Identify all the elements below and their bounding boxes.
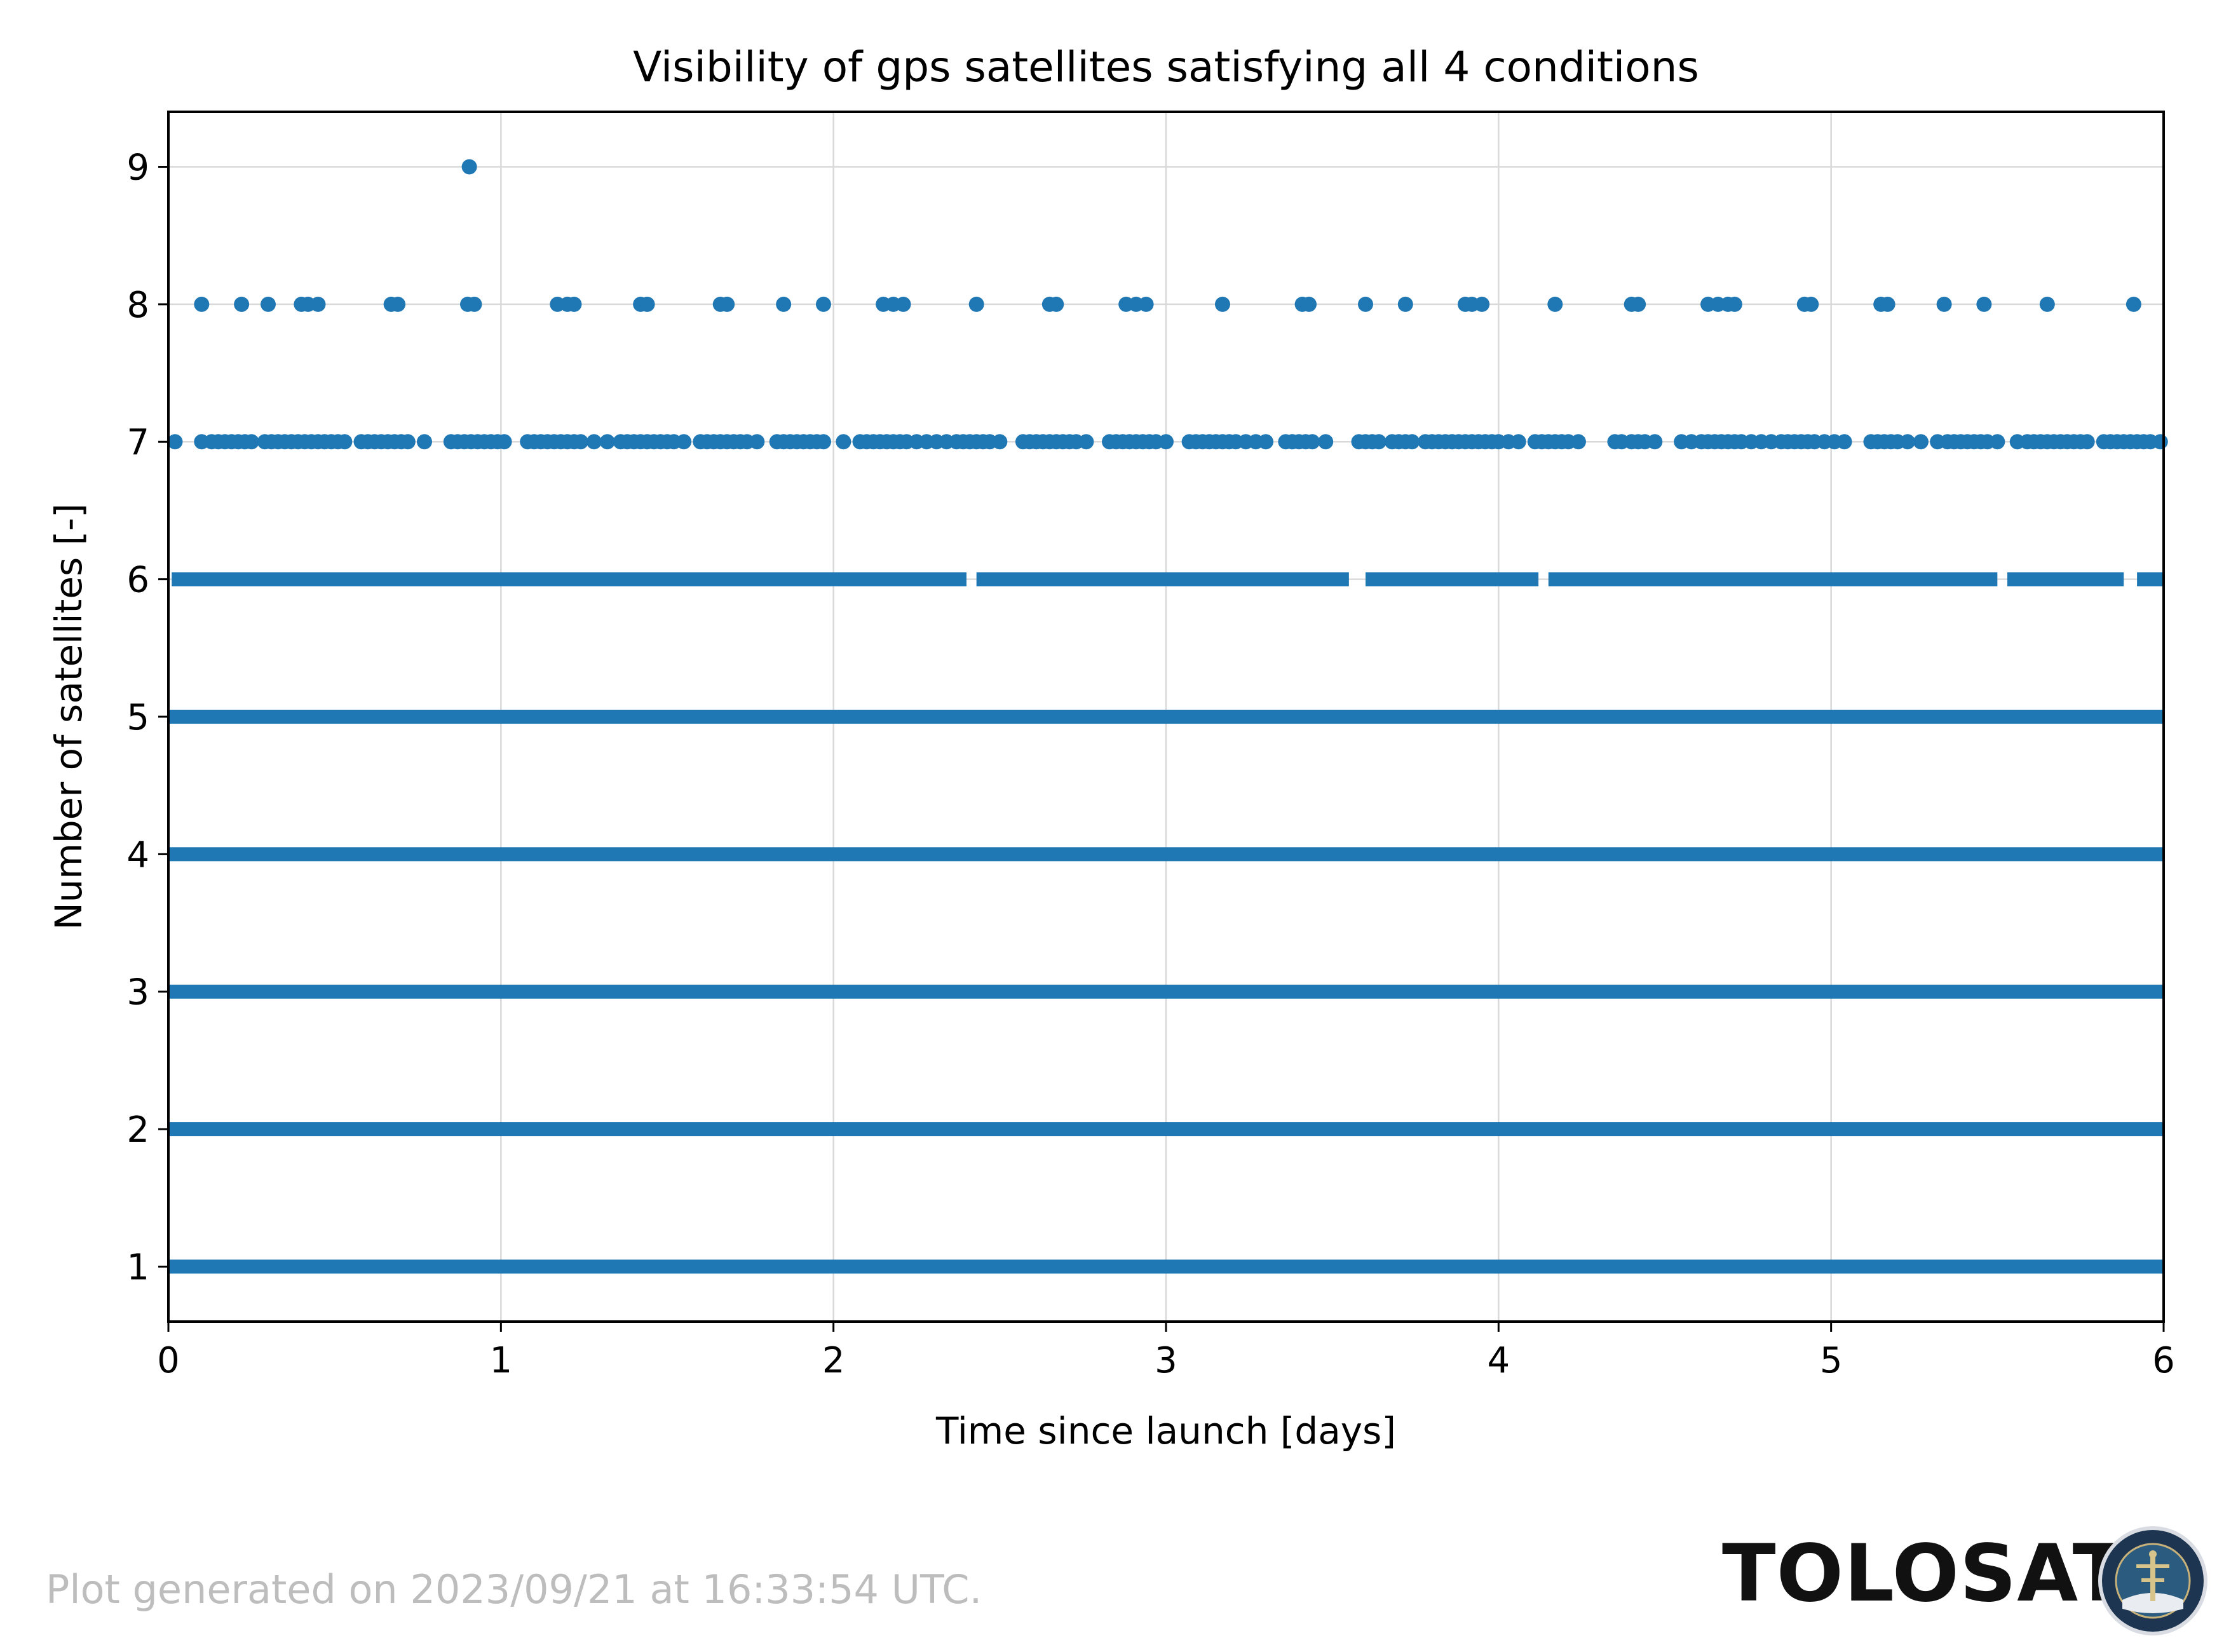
y-tick-label: 2: [126, 1109, 149, 1151]
data-band-level-3: [168, 984, 2164, 999]
data-point-level-8: [1358, 296, 1373, 312]
data-point-level-7: [1404, 434, 1420, 450]
data-point-level-8: [1803, 296, 1819, 312]
data-point-level-7: [1371, 434, 1387, 450]
data-point-level-8: [2039, 296, 2055, 312]
data-point-level-8: [1936, 296, 1952, 312]
data-point-level-8: [566, 296, 582, 312]
data-point-level-7: [1258, 434, 1273, 450]
data-point-level-8: [776, 296, 792, 312]
data-point-level-8: [310, 296, 326, 312]
data-point-level-8: [1726, 296, 1742, 312]
x-tick-label: 4: [1488, 1340, 1510, 1381]
data-band-level-6: [2007, 572, 2124, 586]
data-band-level-6: [976, 572, 1349, 586]
data-point-level-7: [1900, 434, 1916, 450]
x-tick-label: 1: [490, 1340, 513, 1381]
y-tick-label: 5: [126, 697, 149, 738]
data-point-level-8: [1474, 296, 1490, 312]
data-point-level-7: [749, 434, 765, 450]
data-point-level-8: [1397, 296, 1413, 312]
data-point-level-7: [1570, 434, 1586, 450]
data-point-level-8: [1138, 296, 1154, 312]
data-point-level-7: [992, 434, 1008, 450]
data-point-level-7: [2152, 434, 2168, 450]
x-tick-label: 3: [1155, 1340, 1177, 1381]
data-point-level-9: [461, 159, 477, 175]
data-point-level-7: [1078, 434, 1094, 450]
data-band-level-6: [1548, 572, 1998, 586]
data-point-level-8: [1631, 296, 1646, 312]
data-point-level-7: [167, 434, 183, 450]
data-point-level-7: [836, 434, 851, 450]
data-band-level-4: [168, 847, 2164, 862]
data-band-level-1: [168, 1259, 2164, 1274]
data-band-level-6: [172, 572, 966, 586]
data-point-level-8: [1547, 296, 1563, 312]
x-axis-label: Time since launch [days]: [935, 1409, 1396, 1452]
marks-layer: [167, 159, 2168, 1274]
data-point-level-7: [1158, 434, 1174, 450]
data-point-level-8: [1214, 296, 1230, 312]
data-point-level-7: [400, 434, 416, 450]
data-point-level-7: [337, 434, 353, 450]
data-point-level-7: [573, 434, 588, 450]
x-tick-label: 0: [157, 1340, 180, 1381]
ticks-layer: 0 1 2 3 4 5 6 1 2 3 4 5 6 7 8 9: [126, 147, 2174, 1381]
y-tick-label: 1: [126, 1247, 149, 1288]
data-point-level-7: [815, 434, 831, 450]
x-tick-label: 5: [1820, 1340, 1843, 1381]
y-tick-label: 9: [126, 147, 149, 189]
data-point-level-7: [1913, 434, 1929, 450]
data-point-level-8: [1976, 296, 1992, 312]
data-band-level-5: [168, 710, 2164, 724]
data-band-level-6: [1366, 572, 1539, 586]
y-axis-label: Number of satellites [-]: [47, 503, 90, 930]
data-point-level-7: [416, 434, 432, 450]
data-point-level-7: [1990, 434, 2005, 450]
x-tick-label: 6: [2152, 1340, 2175, 1381]
data-point-level-8: [1880, 296, 1895, 312]
data-point-level-7: [599, 434, 615, 450]
data-point-level-8: [234, 296, 250, 312]
data-point-level-8: [895, 296, 911, 312]
tolosat-logo-icon: [2098, 1526, 2207, 1635]
brand-wordmark: TOLOSAT: [1722, 1528, 2127, 1620]
data-point-level-7: [1305, 434, 1320, 450]
data-point-level-7: [586, 434, 602, 450]
data-point-level-7: [243, 434, 259, 450]
data-point-level-8: [466, 296, 482, 312]
data-point-level-7: [676, 434, 692, 450]
data-point-level-8: [1301, 296, 1317, 312]
data-band-level-2: [168, 1122, 2164, 1137]
data-point-level-8: [639, 296, 655, 312]
generated-timestamp: Plot generated on 2023/09/21 at 16:33:54…: [46, 1566, 982, 1613]
data-point-level-7: [2079, 434, 2095, 450]
data-point-level-8: [194, 296, 210, 312]
data-point-level-8: [968, 296, 984, 312]
data-point-level-8: [261, 296, 276, 312]
chart-title: Visibility of gps satellites satisfying …: [633, 43, 1699, 91]
data-point-level-8: [719, 296, 735, 312]
data-point-level-7: [1318, 434, 1334, 450]
data-point-level-8: [2126, 296, 2141, 312]
y-tick-label: 4: [126, 834, 149, 876]
data-point-level-8: [815, 296, 831, 312]
data-band-level-6: [2137, 572, 2164, 586]
data-point-level-7: [1647, 434, 1663, 450]
x-tick-label: 2: [822, 1340, 845, 1381]
y-tick-label: 3: [126, 972, 149, 1013]
y-tick-label: 6: [126, 560, 149, 601]
data-point-level-7: [496, 434, 512, 450]
data-point-level-7: [1836, 434, 1852, 450]
data-point-level-7: [1510, 434, 1526, 450]
data-point-level-8: [1048, 296, 1064, 312]
data-point-level-8: [390, 296, 406, 312]
y-tick-label: 8: [126, 285, 149, 326]
y-tick-label: 7: [126, 422, 149, 463]
